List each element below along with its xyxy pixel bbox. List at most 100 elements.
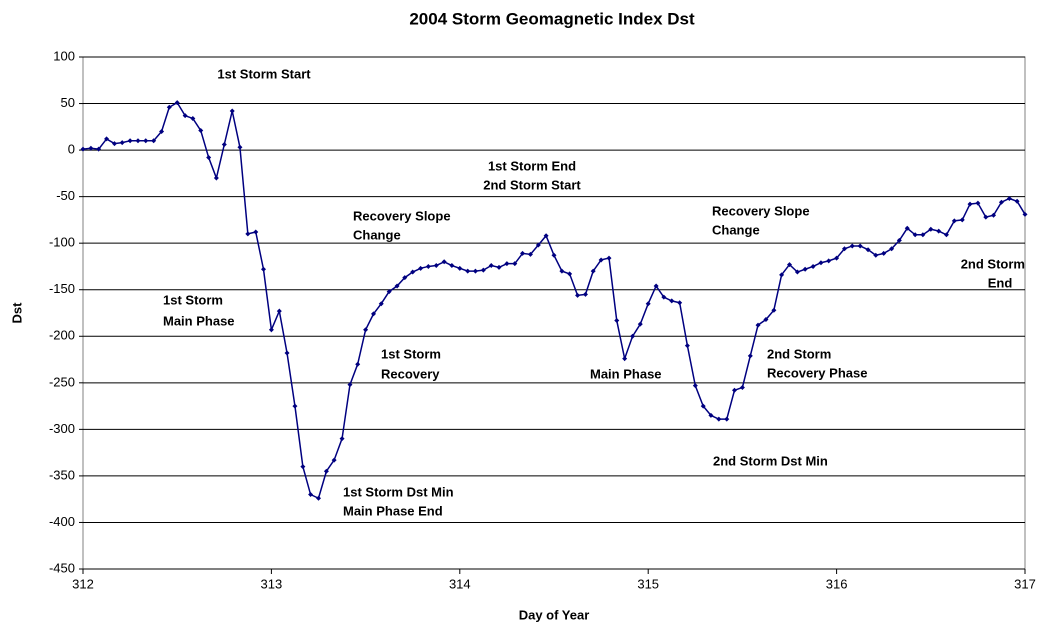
data-point [967, 201, 973, 207]
data-point [889, 246, 895, 252]
x-tick-label: 316 [826, 576, 848, 591]
data-point [206, 155, 212, 161]
data-point [912, 232, 918, 238]
annotation: Main Phase [590, 366, 662, 381]
chart-title: 2004 Storm Geomagnetic Index Dst [409, 9, 695, 28]
data-point [826, 258, 832, 264]
data-point [143, 138, 149, 144]
data-point [88, 145, 94, 151]
data-point [378, 301, 384, 307]
x-tick-label: 314 [449, 576, 471, 591]
data-point [834, 255, 840, 261]
data-point [700, 403, 706, 409]
annotation: 1st Storm [163, 292, 223, 307]
data-point [731, 387, 737, 393]
data-point [371, 311, 377, 317]
annotation: Main Phase End [343, 503, 443, 518]
data-point [316, 495, 321, 501]
data-point [849, 243, 855, 249]
y-tick-label: -150 [49, 281, 75, 296]
data-point [308, 492, 314, 498]
y-tick-label: 0 [68, 142, 75, 157]
data-point [810, 263, 816, 269]
data-point [755, 322, 761, 328]
annotation: Recovery Phase [767, 365, 867, 380]
data-point [661, 294, 667, 300]
y-axis-label: Dst [9, 302, 24, 324]
data-point [951, 218, 957, 224]
annotation: 1st Storm Start [217, 66, 311, 81]
data-point [80, 146, 86, 152]
data-point [119, 140, 125, 146]
data-point [331, 457, 337, 463]
data-point [159, 128, 165, 134]
annotation: 1st Storm End [488, 158, 576, 173]
data-point [959, 217, 965, 223]
annotation: Main Phase [163, 313, 235, 328]
data-point [394, 283, 400, 289]
data-point [1014, 198, 1020, 204]
y-tick-label: 50 [61, 95, 75, 110]
data-point [260, 266, 266, 272]
data-point [465, 268, 471, 274]
data-point [567, 271, 573, 277]
data-point [182, 113, 188, 119]
data-point [127, 138, 133, 144]
x-tick-label: 315 [637, 576, 659, 591]
data-point [747, 353, 753, 359]
data-point [630, 333, 636, 339]
data-point [739, 384, 745, 390]
annotation: Change [712, 222, 760, 237]
data-point [166, 104, 172, 110]
data-point [559, 268, 565, 274]
data-point [229, 108, 235, 114]
annotation: 2nd Storm [961, 256, 1025, 271]
plot-area [82, 56, 1026, 570]
annotation: 2nd Storm Dst Min [713, 453, 828, 468]
data-point [582, 291, 588, 297]
x-axis-label: Day of Year [519, 607, 590, 622]
data-point [504, 261, 510, 267]
y-tick-label: -300 [49, 421, 75, 436]
x-tick-label: 312 [72, 576, 94, 591]
data-point [268, 327, 274, 333]
data-point [323, 468, 329, 474]
data-point [684, 343, 690, 349]
data-point [787, 262, 792, 268]
data-point [355, 361, 361, 367]
y-tick-label: -250 [49, 374, 75, 389]
y-tick-label: -350 [49, 467, 75, 482]
data-point [716, 416, 722, 422]
data-point [975, 200, 981, 206]
data-point [692, 383, 698, 389]
data-point [410, 269, 416, 275]
data-point [418, 265, 424, 271]
data-point [771, 307, 777, 313]
data-point [936, 228, 942, 234]
data-point [441, 259, 447, 265]
data-point [174, 100, 180, 106]
data-point [237, 144, 243, 150]
data-point [496, 264, 502, 270]
data-point [1006, 195, 1012, 201]
data-point [480, 267, 486, 273]
data-point [213, 175, 219, 181]
data-point [622, 356, 628, 362]
data-point [802, 266, 808, 272]
data-point [645, 301, 651, 307]
annotation: End [988, 275, 1013, 290]
data-point [276, 308, 282, 314]
data-point [708, 412, 714, 418]
data-point [221, 142, 227, 148]
y-tick-label: -400 [49, 514, 75, 529]
data-point [363, 327, 369, 333]
data-point [339, 436, 345, 442]
annotation: 1st Storm Dst Min [343, 484, 454, 499]
data-point [449, 263, 455, 269]
data-point [151, 138, 157, 144]
y-tick-label: -200 [49, 328, 75, 343]
data-point [763, 317, 769, 323]
data-point [606, 255, 612, 261]
data-point [135, 138, 141, 144]
annotation: Change [353, 227, 401, 242]
